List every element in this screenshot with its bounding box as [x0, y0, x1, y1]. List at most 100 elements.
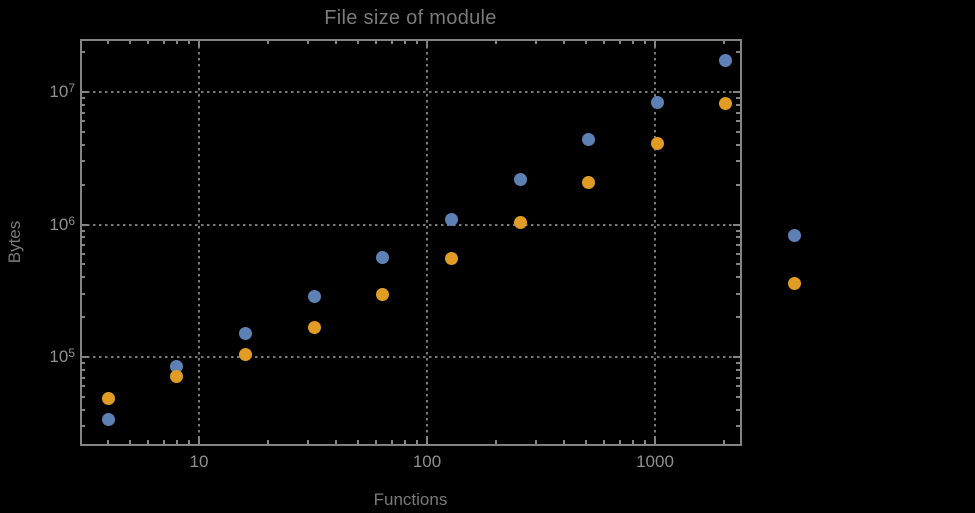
x-tick [585, 40, 588, 44]
x-axis-label: Functions [373, 490, 448, 509]
x-tick [403, 40, 406, 44]
x-tick [147, 40, 150, 44]
y-tick [733, 223, 740, 226]
y-tick [81, 229, 85, 232]
y-tick [736, 103, 740, 106]
y-tick [736, 244, 740, 247]
y-tick [81, 91, 88, 93]
data-point-orange [582, 175, 596, 189]
data-point-blue [307, 290, 321, 304]
y-tick [736, 292, 740, 295]
y-tick [736, 111, 740, 114]
x-tick [722, 440, 725, 444]
x-tick [335, 40, 338, 44]
x-tick [403, 440, 406, 444]
y-tick [81, 408, 85, 411]
data-point-orange [513, 216, 527, 230]
x-tick [631, 440, 634, 444]
data-point-orange [307, 320, 321, 334]
y-tick [81, 252, 85, 255]
y-tick-label: 107 [49, 81, 75, 101]
y-tick [81, 244, 85, 247]
x-tick [162, 440, 165, 444]
y-tick [736, 362, 740, 365]
y-tick-label: 105 [49, 346, 75, 366]
y-tick [81, 425, 85, 428]
data-point-orange [719, 96, 733, 110]
data-point-blue [650, 95, 664, 109]
y-tick [81, 143, 85, 146]
x-tick [335, 440, 338, 444]
data-point-orange [788, 276, 802, 290]
x-tick [107, 440, 110, 444]
x-tick-label: 100 [412, 452, 442, 471]
x-tick [643, 440, 646, 444]
y-tick [733, 91, 740, 93]
y-tick [81, 111, 85, 114]
x-tick-label: 1000 [636, 452, 674, 471]
y-tick [736, 236, 740, 239]
x-gridline [654, 40, 656, 444]
plot-frame [80, 39, 742, 446]
y-tick [81, 362, 85, 365]
data-point-blue [444, 212, 458, 226]
y-tick [81, 51, 85, 54]
x-tick [129, 40, 132, 44]
data-point-blue [170, 359, 184, 373]
x-tick [563, 440, 566, 444]
x-tick [618, 40, 621, 44]
y-tick [81, 276, 85, 279]
y-tick [736, 183, 740, 186]
y-tick [81, 160, 85, 163]
y-tick [736, 276, 740, 279]
x-tick [585, 440, 588, 444]
y-tick [81, 385, 85, 388]
y-axis-label: Bytes [5, 220, 24, 264]
y-tick [81, 236, 85, 239]
x-tick [357, 40, 360, 44]
data-point-orange [376, 288, 390, 302]
x-tick [129, 440, 132, 444]
x-tick [175, 40, 178, 44]
x-tick [618, 440, 621, 444]
x-tick [390, 40, 393, 44]
y-tick [736, 263, 740, 266]
y-tick [736, 376, 740, 379]
x-tick [603, 40, 606, 44]
y-tick [81, 376, 85, 379]
x-tick [198, 437, 200, 444]
x-tick [494, 440, 497, 444]
x-tick [631, 40, 634, 44]
x-gridline [426, 40, 428, 444]
data-point-orange [239, 347, 253, 361]
x-tick [187, 440, 190, 444]
y-tick [81, 183, 85, 186]
y-tick [736, 252, 740, 255]
data-point-blue [101, 412, 115, 426]
x-tick [415, 40, 418, 44]
y-tick [81, 263, 85, 266]
y-tick [736, 143, 740, 146]
data-point-orange [101, 391, 115, 405]
y-tick [81, 292, 85, 295]
x-tick [266, 440, 269, 444]
y-tick [81, 316, 85, 319]
y-tick [81, 223, 88, 226]
x-tick [198, 40, 200, 47]
y-tick [736, 385, 740, 388]
y-tick [81, 368, 85, 371]
data-point-blue [376, 251, 390, 265]
x-gridline [198, 40, 200, 444]
chart-title: File size of module [324, 7, 497, 29]
x-tick [147, 440, 150, 444]
x-tick [722, 40, 725, 44]
y-tick [736, 120, 740, 123]
y-tick [736, 368, 740, 371]
y-gridline [81, 223, 740, 226]
x-tick [162, 40, 165, 44]
data-point-orange [444, 252, 458, 266]
y-tick [736, 130, 740, 133]
data-point-blue [582, 132, 596, 146]
x-tick [187, 40, 190, 44]
data-point-blue [788, 228, 802, 242]
